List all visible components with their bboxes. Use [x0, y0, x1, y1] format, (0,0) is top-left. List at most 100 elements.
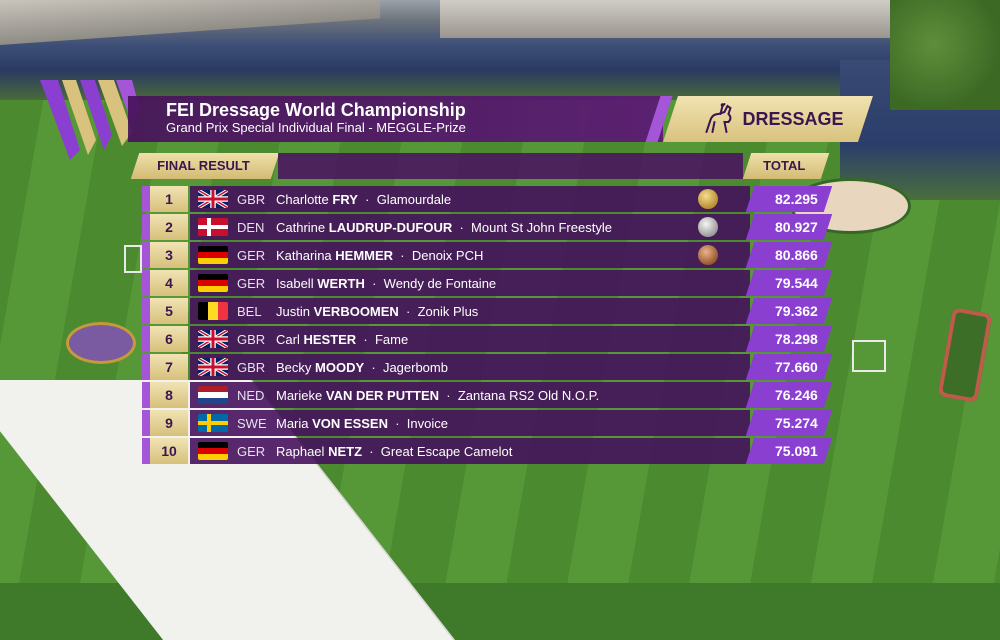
rider-first-name: Charlotte	[276, 192, 329, 207]
result-row: 8 NED Marieke VAN DER PUTTEN · Zantana RS2…	[140, 382, 840, 408]
rider-last-name: VON ESSEN	[312, 416, 388, 431]
results-list: 1 GBR Charlotte FRY · Glamourdale 82.295 2 DE…	[140, 186, 840, 466]
result-row: 3 GER Katharina HEMMER · Denoix PCH 80.866	[140, 242, 840, 268]
final-result-text: FINAL RESULT	[157, 158, 250, 173]
rank-accent	[142, 270, 150, 296]
separator-dot: ·	[356, 332, 375, 347]
rider-first-name: Cathrine	[276, 220, 326, 235]
result-bar: GER Katharina HEMMER · Denoix PCH	[190, 242, 750, 268]
separator-dot: ·	[364, 276, 384, 291]
header-spacer	[278, 153, 743, 179]
result-bar: GER Raphael NETZ · Great Escape Camelot	[190, 438, 750, 464]
result-row: 1 GBR Charlotte FRY · Glamourdale 82.295	[140, 186, 840, 212]
rider-horse-text: Justin VERBOOMEN · Zonik Plus	[276, 304, 478, 319]
rider-last-name: VERBOOMEN	[313, 304, 399, 319]
rank-number: 1	[165, 191, 173, 207]
separator-dot: ·	[393, 248, 412, 263]
horse-name: Denoix PCH	[411, 248, 484, 263]
nation-code: GER	[237, 276, 266, 291]
result-row: 5 BEL Justin VERBOOMEN · Zonik Plus 79.362	[140, 298, 840, 324]
result-row: 2 DEN Cathrine LAUDRUP-DUFOUR · Mount St J…	[140, 214, 840, 240]
nation-code: SWE	[237, 416, 267, 431]
horse-name: Invoice	[406, 416, 448, 431]
rider-horse-text: Raphael NETZ · Great Escape Camelot	[276, 444, 512, 459]
rank-accent	[142, 186, 150, 212]
jump-obstacle	[124, 245, 142, 273]
discipline-label: DRESSAGE	[742, 109, 844, 129]
bronze-medal-icon	[698, 245, 718, 265]
rank-number: 3	[165, 247, 173, 263]
rider-horse-text: Carl HESTER · Fame	[276, 332, 408, 347]
rank-badge: 8	[150, 382, 188, 408]
total-score-box: 77.660	[745, 354, 833, 380]
horse-name: Zantana RS2 Old N.O.P.	[457, 388, 600, 403]
ger-flag-icon	[198, 246, 228, 264]
rank-accent	[142, 382, 150, 408]
total-score: 77.660	[775, 359, 818, 375]
silver-medal-icon	[698, 217, 718, 237]
rank-accent	[142, 354, 150, 380]
stand-roof-right	[440, 0, 910, 38]
rider-last-name: MOODY	[315, 360, 365, 375]
total-score-box: 79.544	[745, 270, 833, 296]
rider-last-name: LAUDRUP-DUFOUR	[328, 220, 453, 235]
final-result-label: FINAL RESULT	[130, 153, 280, 179]
dressage-horse-icon	[705, 103, 732, 133]
total-score-box: 75.091	[745, 438, 833, 464]
ger-flag-icon	[198, 442, 228, 460]
horse-name: Glamourdale	[376, 192, 452, 207]
horse-name: Wendy de Fontaine	[383, 276, 497, 291]
gbr-flag-icon	[198, 330, 228, 348]
total-score: 79.544	[775, 275, 818, 291]
result-bar: DEN Cathrine LAUDRUP-DUFOUR · Mount St Jo…	[190, 214, 750, 240]
total-score: 76.246	[775, 387, 818, 403]
separator-dot: ·	[357, 192, 377, 207]
rider-horse-text: Cathrine LAUDRUP-DUFOUR · Mount St John …	[276, 220, 612, 235]
rank-number: 2	[165, 219, 173, 235]
horse-name: Jagerbomb	[382, 360, 448, 375]
trees	[890, 0, 1000, 110]
total-score: 80.927	[775, 219, 818, 235]
total-score: 78.298	[775, 331, 818, 347]
rider-first-name: Carl	[276, 332, 300, 347]
rider-horse-text: Maria VON ESSEN · Invoice	[276, 416, 448, 431]
rider-horse-text: Katharina HEMMER · Denoix PCH	[276, 248, 483, 263]
rank-number: 7	[165, 359, 173, 375]
rider-first-name: Isabell	[276, 276, 314, 291]
total-score: 75.274	[775, 415, 818, 431]
result-bar: SWE Maria VON ESSEN · Invoice	[190, 410, 750, 436]
rank-badge: 1	[150, 186, 188, 212]
total-score-box: 75.274	[745, 410, 833, 436]
nation-code: GBR	[237, 332, 266, 347]
rank-accent	[142, 410, 150, 436]
rider-horse-text: Charlotte FRY · Glamourdale	[276, 192, 451, 207]
rider-last-name: HESTER	[303, 332, 357, 347]
total-score-box: 80.866	[745, 242, 833, 268]
result-row: 4 GER Isabell WERTH · Wendy de Fontaine 79.…	[140, 270, 840, 296]
rider-first-name: Maria	[276, 416, 309, 431]
result-row: 6 GBR Carl HESTER · Fame 78.298	[140, 326, 840, 352]
horse-name: Fame	[374, 332, 409, 347]
rank-number: 6	[165, 331, 173, 347]
total-header: TOTAL	[742, 153, 830, 179]
nation-code: GBR	[237, 192, 266, 207]
rank-badge: 5	[150, 298, 188, 324]
result-bar: BEL Justin VERBOOMEN · Zonik Plus	[190, 298, 750, 324]
separator-dot: ·	[362, 444, 381, 459]
total-score-box: 76.246	[745, 382, 833, 408]
rider-last-name: VAN DER PUTTEN	[325, 388, 440, 403]
rider-first-name: Justin	[276, 304, 310, 319]
result-bar: GBR Charlotte FRY · Glamourdale	[190, 186, 750, 212]
rank-badge: 6	[150, 326, 188, 352]
rider-last-name: HEMMER	[335, 248, 394, 263]
rank-badge: 3	[150, 242, 188, 268]
rank-badge: 2	[150, 214, 188, 240]
jump-obstacle	[852, 340, 886, 372]
separator-dot: ·	[452, 220, 472, 235]
rank-badge: 7	[150, 354, 188, 380]
separator-dot: ·	[388, 416, 407, 431]
rider-first-name: Katharina	[276, 248, 332, 263]
rank-number: 8	[165, 387, 173, 403]
horse-name: Zonik Plus	[417, 304, 479, 319]
title-banner: FEI Dressage World Championship Grand Pr…	[128, 96, 663, 142]
